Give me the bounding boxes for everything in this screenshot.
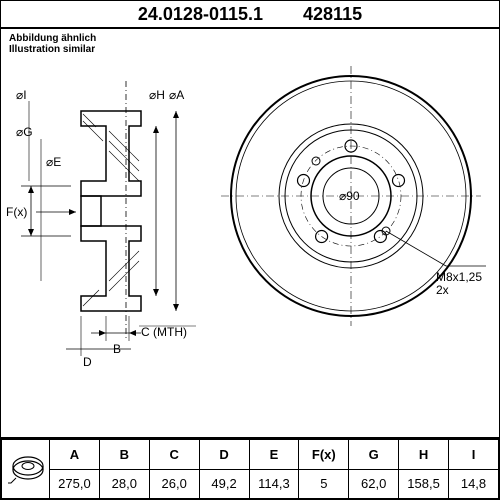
diagram-container: 24.0128-0115.1 428115 Abbildung ähnlich …	[0, 0, 500, 500]
svg-text:⌀E: ⌀E	[46, 155, 61, 169]
col-f: F(x)	[299, 440, 349, 470]
col-e: E	[249, 440, 299, 470]
table-value-row: 275,0 28,0 26,0 49,2 114,3 5 62,0 158,5 …	[2, 469, 499, 499]
col-h: H	[399, 440, 449, 470]
brake-disc-icon	[6, 448, 46, 488]
svg-text:⌀H: ⌀H	[149, 88, 165, 102]
val-e: 114,3	[249, 469, 299, 499]
bolt-spec-label: M8x1,25	[436, 270, 482, 284]
col-g: G	[349, 440, 399, 470]
col-b: B	[99, 440, 149, 470]
val-g: 62,0	[349, 469, 399, 499]
part-code: 428115	[303, 4, 362, 25]
col-i: I	[449, 440, 499, 470]
val-f: 5	[299, 469, 349, 499]
header-bar: 24.0128-0115.1 428115	[1, 1, 499, 29]
part-number: 24.0128-0115.1	[138, 4, 263, 25]
val-a: 275,0	[50, 469, 100, 499]
label-f: F(x)	[6, 205, 27, 219]
label-i: ⌀I	[16, 88, 27, 102]
col-c: C	[149, 440, 199, 470]
side-view: ⌀I ⌀G ⌀E ⌀H ⌀A	[6, 81, 196, 369]
front-view: ⌀90 M8x1,25 2x	[221, 66, 486, 326]
val-b: 28,0	[99, 469, 149, 499]
center-dia-label: ⌀90	[339, 189, 360, 203]
val-h: 158,5	[399, 469, 449, 499]
svg-text:⌀G: ⌀G	[16, 125, 33, 139]
val-c: 26,0	[149, 469, 199, 499]
col-d: D	[199, 440, 249, 470]
val-i: 14,8	[449, 469, 499, 499]
val-d: 49,2	[199, 469, 249, 499]
label-c: C (MTH)	[141, 325, 187, 339]
table-header-row: A B C D E F(x) G H I	[2, 440, 499, 470]
disc-icon-cell	[2, 440, 50, 499]
bolt-count-label: 2x	[436, 283, 449, 297]
dimension-table: A B C D E F(x) G H I 275,0 28,0 26,0 49,…	[1, 437, 499, 499]
svg-text:⌀A: ⌀A	[169, 88, 184, 102]
technical-drawing: ⌀I ⌀G ⌀E ⌀H ⌀A	[1, 31, 500, 371]
drawing-svg: ⌀I ⌀G ⌀E ⌀H ⌀A	[1, 31, 500, 371]
col-a: A	[50, 440, 100, 470]
label-d: D	[83, 355, 92, 369]
